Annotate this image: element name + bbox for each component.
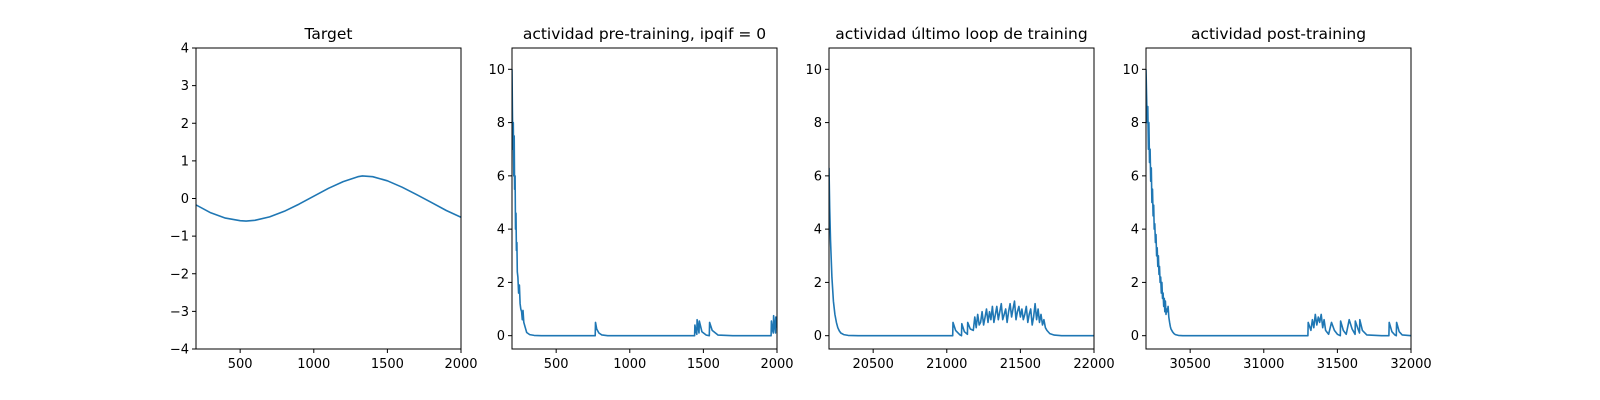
x-tick-label: 2000	[444, 357, 477, 372]
x-tick-label: 2000	[760, 357, 793, 372]
series-line	[829, 167, 1094, 337]
y-tick-label: 0	[1131, 329, 1139, 344]
y-tick-label: 8	[1131, 116, 1139, 131]
subplot-pre-training: actividad pre-training, ipqif = 0 500 100…	[488, 25, 793, 372]
subplot-last-training-loop: actividad último loop de training 20500 2…	[805, 25, 1114, 372]
plot-frame	[511, 47, 778, 350]
x-tick-label: 22000	[1073, 357, 1114, 372]
x-tick-label: 1000	[297, 357, 330, 372]
y-tick-label: 2	[497, 276, 505, 291]
y-tick-label: 6	[1131, 169, 1139, 184]
y-tick-label: 6	[497, 169, 505, 184]
plot-frame	[1145, 47, 1412, 350]
y-tick-label: 2	[814, 276, 822, 291]
y-tick-label: 4	[1131, 223, 1139, 238]
x-tick-label: 1000	[613, 357, 646, 372]
x-tick-label: 31000	[1243, 357, 1284, 372]
x-tick-label: 500	[228, 357, 253, 372]
y-tick-label: 10	[488, 63, 505, 78]
series-line	[1146, 69, 1411, 337]
x-tick-label: 1500	[371, 357, 404, 372]
series-line	[512, 69, 777, 337]
y-tick-label: 4	[497, 223, 505, 238]
x-tick-label: 32000	[1390, 357, 1431, 372]
y-tick-label: −3	[170, 305, 189, 320]
x-tick-label: 1500	[687, 357, 720, 372]
y-tick-label: 1	[181, 154, 189, 169]
x-tick-label: 21000	[926, 357, 967, 372]
y-tick-label: 8	[497, 116, 505, 131]
y-tick-label: −1	[170, 230, 189, 245]
subplot-target: Target 500 1000 1500 2000 4 3 2 1 0 −1 −2 −3 −4	[170, 25, 478, 372]
y-tick-label: −4	[170, 343, 189, 358]
y-tick-label: 3	[181, 79, 189, 94]
y-tick-label: 10	[1122, 63, 1139, 78]
chart-title: actividad pre-training, ipqif = 0	[523, 25, 766, 43]
series-line	[196, 175, 461, 222]
chart-title: Target	[304, 25, 353, 43]
y-tick-label: 10	[805, 63, 822, 78]
chart-title: actividad último loop de training	[835, 25, 1087, 43]
y-tick-label: 8	[814, 116, 822, 131]
y-tick-label: 4	[814, 223, 822, 238]
y-tick-label: 2	[1131, 276, 1139, 291]
y-tick-label: 2	[181, 117, 189, 132]
y-tick-label: 4	[181, 42, 189, 57]
y-tick-label: 0	[181, 192, 189, 207]
y-tick-label: 0	[814, 329, 822, 344]
plot-frame	[195, 47, 462, 350]
y-tick-label: −2	[170, 267, 189, 282]
x-tick-label: 20500	[852, 357, 893, 372]
y-tick-label: 0	[497, 329, 505, 344]
x-tick-label: 21500	[1000, 357, 1041, 372]
y-tick-label: 6	[814, 169, 822, 184]
chart-title: actividad post-training	[1191, 25, 1366, 43]
x-tick-label: 31500	[1317, 357, 1358, 372]
subplot-post-training: actividad post-training 30500 31000 31500 3…	[1122, 25, 1431, 372]
plot-frame	[828, 47, 1095, 350]
x-tick-label: 30500	[1169, 357, 1210, 372]
x-tick-label: 500	[544, 357, 569, 372]
